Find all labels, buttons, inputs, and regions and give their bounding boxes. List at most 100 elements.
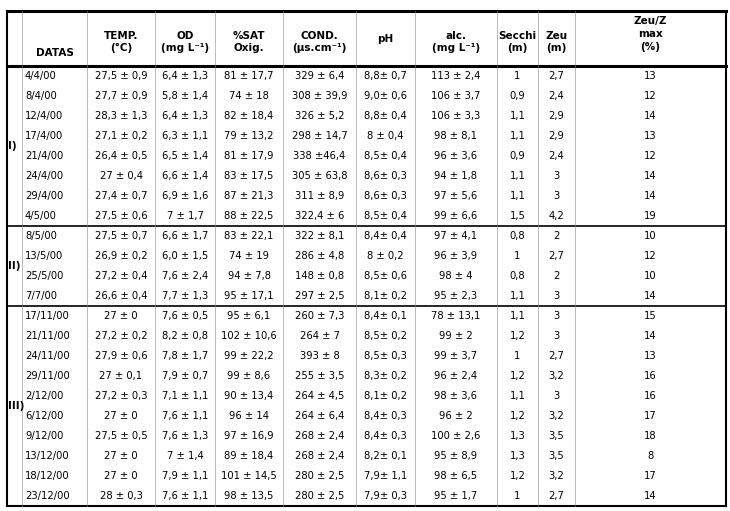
Text: 94 ± 1,8: 94 ± 1,8: [434, 171, 477, 181]
Text: 8,6± 0,3: 8,6± 0,3: [364, 191, 407, 201]
Text: 19: 19: [644, 211, 657, 221]
Text: 98 ± 6,5: 98 ± 6,5: [434, 471, 477, 481]
Text: 280 ± 2,5: 280 ± 2,5: [295, 471, 344, 481]
Text: 27 ± 0,4: 27 ± 0,4: [99, 171, 142, 181]
Text: 27,2 ± 0,4: 27,2 ± 0,4: [95, 271, 147, 281]
Text: 95 ± 6,1: 95 ± 6,1: [227, 311, 271, 321]
Text: 1,1: 1,1: [510, 111, 526, 121]
Text: 18/12/00: 18/12/00: [25, 471, 69, 481]
Text: 97 ± 16,9: 97 ± 16,9: [224, 431, 274, 441]
Text: 7,9 ± 0,7: 7,9 ± 0,7: [162, 371, 208, 381]
Text: 393 ± 8: 393 ± 8: [299, 351, 339, 361]
Text: pH: pH: [377, 34, 393, 43]
Text: 2,4: 2,4: [549, 151, 564, 161]
Text: (m): (m): [507, 42, 528, 53]
Text: 10: 10: [644, 231, 657, 241]
Text: 27,7 ± 0,9: 27,7 ± 0,9: [95, 91, 147, 101]
Text: 17/4/00: 17/4/00: [25, 131, 64, 141]
Text: 13/5/00: 13/5/00: [25, 251, 64, 261]
Text: 21/4/00: 21/4/00: [25, 151, 64, 161]
Text: 100 ± 2,6: 100 ± 2,6: [431, 431, 480, 441]
Text: 26,4 ± 0,5: 26,4 ± 0,5: [95, 151, 147, 161]
Text: 27 ± 0: 27 ± 0: [104, 451, 138, 461]
Text: 3,2: 3,2: [549, 411, 564, 421]
Text: 0,8: 0,8: [510, 271, 526, 281]
Text: 2,7: 2,7: [548, 351, 564, 361]
Text: 74 ± 19: 74 ± 19: [229, 251, 269, 261]
Text: DATAS: DATAS: [36, 48, 74, 58]
Text: 94 ± 7,8: 94 ± 7,8: [228, 271, 271, 281]
Text: 3: 3: [553, 391, 560, 401]
Text: 14: 14: [644, 331, 657, 341]
Text: (mg L⁻¹): (mg L⁻¹): [432, 42, 480, 53]
Text: III): III): [8, 401, 24, 411]
Text: 81 ± 17,9: 81 ± 17,9: [224, 151, 274, 161]
Text: alc.: alc.: [445, 31, 466, 40]
Text: 98 ± 3,6: 98 ± 3,6: [434, 391, 477, 401]
Text: 6,4 ± 1,3: 6,4 ± 1,3: [162, 71, 208, 81]
Text: 1,1: 1,1: [510, 391, 526, 401]
Text: 17: 17: [644, 471, 657, 481]
Text: 1,1: 1,1: [510, 171, 526, 181]
Text: 6/12/00: 6/12/00: [25, 411, 64, 421]
Text: 1,2: 1,2: [510, 411, 526, 421]
Text: 268 ± 2,4: 268 ± 2,4: [295, 451, 344, 461]
Text: 95 ± 1,7: 95 ± 1,7: [434, 491, 477, 501]
Text: 2,9: 2,9: [548, 131, 564, 141]
Text: 16: 16: [644, 371, 657, 381]
Text: 297 ± 2,5: 297 ± 2,5: [295, 291, 345, 301]
Text: 99 ± 3,7: 99 ± 3,7: [434, 351, 477, 361]
Text: 2,7: 2,7: [548, 251, 564, 261]
Text: 311 ± 8,9: 311 ± 8,9: [295, 191, 344, 201]
Text: 3,5: 3,5: [549, 451, 564, 461]
Text: 83 ± 17,5: 83 ± 17,5: [224, 171, 274, 181]
Text: 1,2: 1,2: [510, 371, 526, 381]
Text: 1: 1: [515, 351, 520, 361]
Text: 27,5 ± 0,9: 27,5 ± 0,9: [95, 71, 147, 81]
Text: 8,5± 0,3: 8,5± 0,3: [364, 351, 407, 361]
Text: 326 ± 5,2: 326 ± 5,2: [295, 111, 345, 121]
Text: 8,8± 0,4: 8,8± 0,4: [364, 111, 407, 121]
Text: TEMP.: TEMP.: [104, 31, 138, 40]
Text: 7,9± 1,1: 7,9± 1,1: [364, 471, 407, 481]
Text: 1,1: 1,1: [510, 311, 526, 321]
Text: 8,6± 0,3: 8,6± 0,3: [364, 171, 407, 181]
Text: 27,9 ± 0,6: 27,9 ± 0,6: [95, 351, 147, 361]
Text: 1: 1: [515, 71, 520, 81]
Text: 3,5: 3,5: [549, 431, 564, 441]
Text: 264 ± 7: 264 ± 7: [299, 331, 339, 341]
Text: 6,9 ± 1,6: 6,9 ± 1,6: [162, 191, 208, 201]
Text: 14: 14: [644, 171, 657, 181]
Text: 2,7: 2,7: [548, 71, 564, 81]
Text: 14: 14: [644, 111, 657, 121]
Text: 8 ± 0,2: 8 ± 0,2: [367, 251, 404, 261]
Text: 8,4± 0,3: 8,4± 0,3: [364, 411, 407, 421]
Text: 280 ± 2,5: 280 ± 2,5: [295, 491, 344, 501]
Text: 13: 13: [644, 351, 657, 361]
Text: 27,5 ± 0,7: 27,5 ± 0,7: [95, 231, 147, 241]
Text: 99 ± 22,2: 99 ± 22,2: [224, 351, 274, 361]
Text: 338 ±46,4: 338 ±46,4: [293, 151, 345, 161]
Text: 96 ± 2,4: 96 ± 2,4: [434, 371, 477, 381]
Text: 1,1: 1,1: [510, 131, 526, 141]
Text: 27,2 ± 0,2: 27,2 ± 0,2: [95, 331, 147, 341]
Text: 2,7: 2,7: [548, 491, 564, 501]
Text: Zeu: Zeu: [545, 31, 567, 40]
Text: 25/5/00: 25/5/00: [25, 271, 64, 281]
Text: 8,4± 0,4: 8,4± 0,4: [364, 231, 407, 241]
Text: COND.: COND.: [301, 31, 339, 40]
Text: 16: 16: [644, 391, 657, 401]
Text: 0,9: 0,9: [510, 151, 526, 161]
Text: (°C): (°C): [110, 42, 132, 53]
Text: 96 ± 2: 96 ± 2: [439, 411, 473, 421]
Text: 8,8± 0,7: 8,8± 0,7: [364, 71, 407, 81]
Text: 7,6 ± 1,1: 7,6 ± 1,1: [162, 411, 208, 421]
Text: 101 ± 14,5: 101 ± 14,5: [221, 471, 277, 481]
Text: 98 ± 8,1: 98 ± 8,1: [434, 131, 477, 141]
Text: %SAT: %SAT: [233, 31, 265, 40]
Text: 268 ± 2,4: 268 ± 2,4: [295, 431, 344, 441]
Text: II): II): [8, 261, 20, 271]
Text: 21/11/00: 21/11/00: [25, 331, 70, 341]
Text: (μs.cm⁻¹): (μs.cm⁻¹): [292, 42, 347, 53]
Text: 6,6 ± 1,7: 6,6 ± 1,7: [162, 231, 208, 241]
